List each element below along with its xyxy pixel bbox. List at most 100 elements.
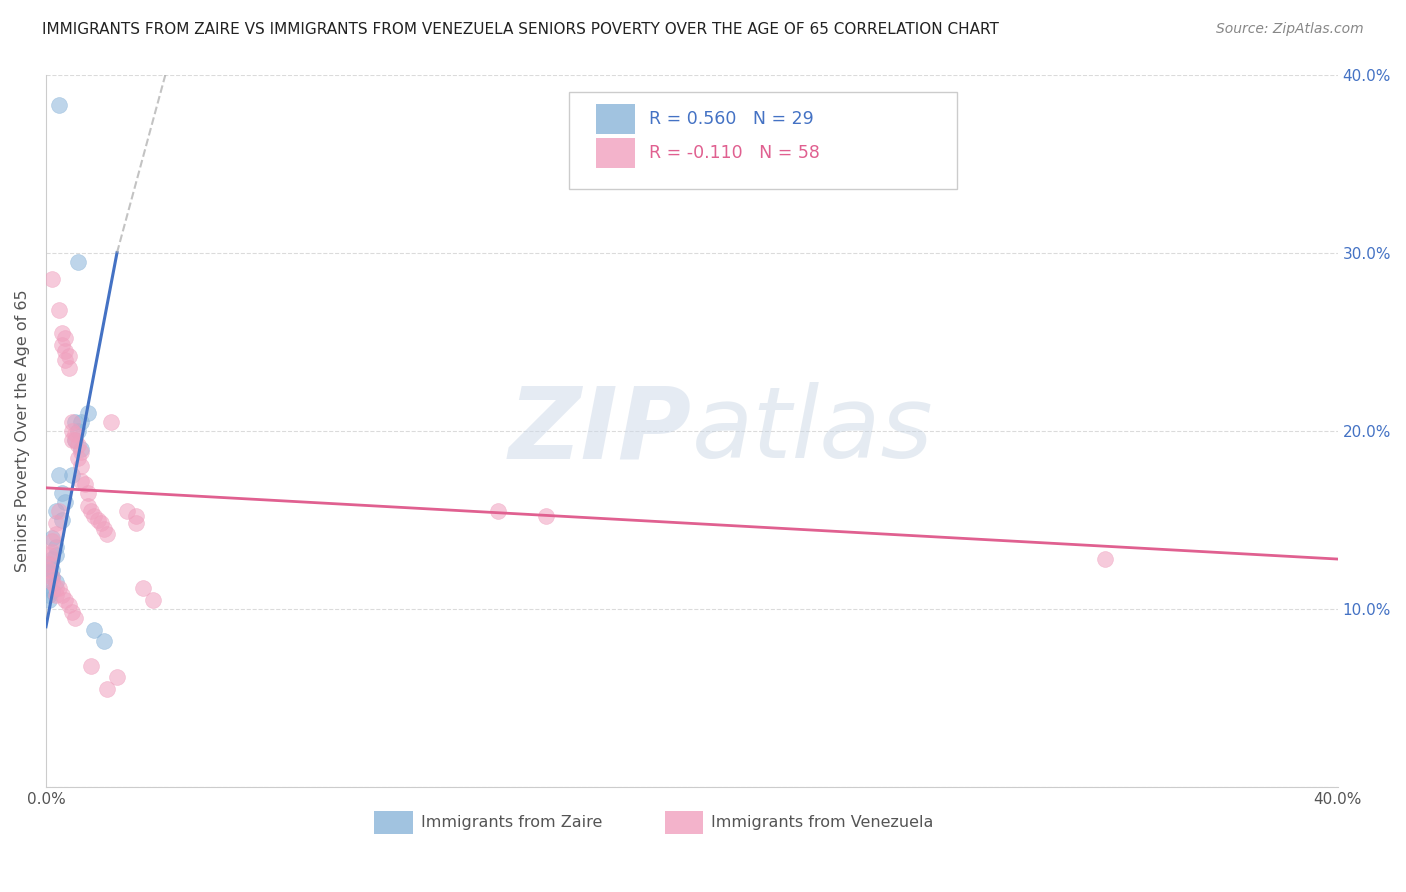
Point (70, 459, 93, 474)
Point (60, 415, 83, 429)
Point (70, 442, 93, 456)
Point (60, 424, 83, 438)
Point (48, 504, 70, 518)
Point (58, 361, 80, 376)
Point (63, 433, 86, 447)
FancyBboxPatch shape (665, 812, 703, 834)
Point (83, 509, 105, 524)
Point (93, 634, 115, 648)
Point (41, 570, 63, 584)
FancyBboxPatch shape (596, 138, 636, 168)
Text: atlas: atlas (692, 383, 934, 479)
Point (70, 415, 93, 429)
Text: IMMIGRANTS FROM ZAIRE VS IMMIGRANTS FROM VENEZUELA SENIORS POVERTY OVER THE AGE : IMMIGRANTS FROM ZAIRE VS IMMIGRANTS FROM… (42, 22, 1000, 37)
Point (60, 433, 83, 447)
Point (1094, 552, 1116, 566)
Point (63, 427, 86, 442)
Text: R = 0.560   N = 29: R = 0.560 N = 29 (650, 111, 814, 128)
Point (38, 566, 60, 581)
Point (48, 581, 70, 595)
Point (86, 513, 108, 527)
Text: Source: ZipAtlas.com: Source: ZipAtlas.com (1216, 22, 1364, 37)
Point (51, 588, 73, 602)
Point (53, 495, 76, 509)
Point (67, 424, 90, 438)
Point (41, 272, 63, 286)
Point (125, 509, 148, 524)
Y-axis label: Seniors Poverty Over the Age of 65: Seniors Poverty Over the Age of 65 (15, 290, 30, 572)
Point (48, 97, 70, 112)
Point (41, 552, 63, 566)
Point (53, 343, 76, 358)
Point (63, 611, 86, 625)
Point (38, 588, 60, 602)
Point (100, 415, 122, 429)
Point (38, 558, 60, 572)
Point (51, 326, 73, 340)
Point (58, 599, 80, 613)
Point (80, 504, 103, 518)
Point (141, 593, 163, 607)
Point (38, 549, 60, 563)
Point (536, 509, 558, 524)
Point (80, 659, 103, 673)
Point (41, 531, 63, 545)
Point (48, 302, 70, 317)
Point (63, 415, 86, 429)
Point (45, 516, 67, 531)
Text: ZIP: ZIP (509, 383, 692, 479)
Point (41, 563, 63, 577)
Point (67, 450, 90, 465)
Point (41, 534, 63, 549)
Point (53, 593, 76, 607)
Point (51, 338, 73, 352)
Point (41, 570, 63, 584)
Point (83, 624, 105, 638)
Point (77, 406, 100, 420)
Point (77, 486, 100, 500)
Point (70, 445, 93, 459)
Point (41, 584, 63, 599)
Point (45, 504, 67, 518)
Text: R = -0.110   N = 58: R = -0.110 N = 58 (650, 144, 820, 162)
Point (60, 468, 83, 483)
Point (38, 593, 60, 607)
Point (77, 499, 100, 513)
Point (41, 575, 63, 590)
Point (67, 438, 90, 452)
Point (115, 504, 138, 518)
Point (58, 349, 80, 363)
Point (96, 527, 118, 541)
Point (67, 254, 90, 268)
Point (63, 433, 86, 447)
Point (90, 516, 112, 531)
Point (51, 486, 73, 500)
Point (105, 670, 128, 684)
FancyBboxPatch shape (596, 104, 636, 135)
Point (53, 352, 76, 367)
Point (70, 474, 93, 488)
Point (125, 516, 148, 531)
Point (60, 606, 83, 620)
Point (45, 575, 67, 590)
Point (96, 682, 118, 697)
Point (45, 540, 67, 554)
Point (45, 581, 67, 595)
Point (486, 504, 509, 518)
Point (41, 545, 63, 559)
Text: Immigrants from Venezuela: Immigrants from Venezuela (711, 815, 934, 830)
Point (38, 581, 60, 595)
Text: Immigrants from Zaire: Immigrants from Zaire (420, 815, 602, 830)
Point (45, 549, 67, 563)
Point (51, 513, 73, 527)
FancyBboxPatch shape (569, 93, 956, 188)
Point (132, 581, 155, 595)
Point (73, 477, 96, 491)
Point (45, 588, 67, 602)
Point (48, 468, 70, 483)
Point (38, 558, 60, 572)
Point (38, 563, 60, 577)
Point (93, 522, 115, 536)
Point (45, 527, 67, 541)
Point (53, 331, 76, 345)
